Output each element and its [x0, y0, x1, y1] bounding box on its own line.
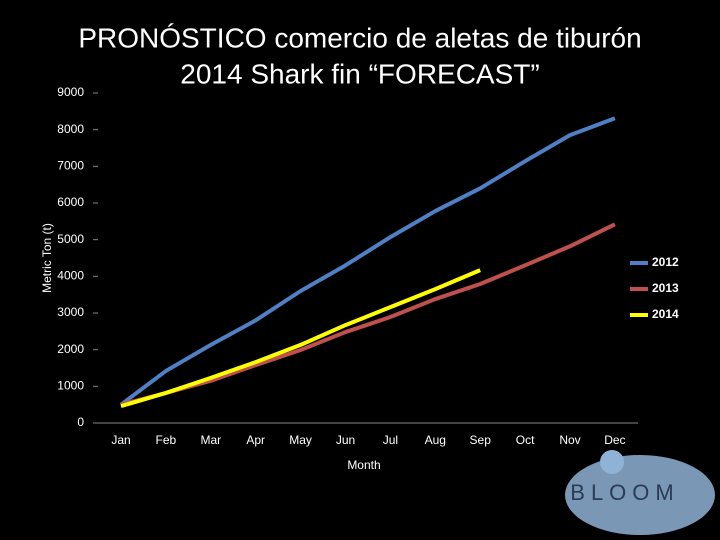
y-tick-label: 8000 [57, 122, 84, 136]
x-tick-label: Apr [246, 433, 265, 447]
x-tick-label: May [289, 433, 312, 447]
logo-shape [600, 450, 624, 474]
legend-label: 2013 [652, 281, 679, 295]
y-tick-label: 3000 [57, 305, 84, 319]
y-tick-label: 9000 [57, 85, 84, 99]
logo-shape [565, 455, 715, 535]
x-tick-label: Dec [604, 433, 625, 447]
y-tick-label: 1000 [57, 379, 84, 393]
y-tick-label: 0 [77, 415, 84, 429]
y-tick-label: 6000 [57, 195, 84, 209]
x-tick-label: Sep [470, 433, 492, 447]
chart-title: 2014 Shark fin “FORECAST” [180, 58, 539, 89]
x-tick-label: Aug [425, 433, 446, 447]
series-line [120, 222, 616, 407]
x-axis-label: Month [347, 458, 380, 472]
series-line [119, 116, 616, 407]
x-tick-label: Jan [111, 433, 130, 447]
y-tick-label: 2000 [57, 342, 84, 356]
x-tick-label: Jul [383, 433, 398, 447]
legend-label: 2014 [652, 307, 679, 321]
x-tick-label: Feb [156, 433, 177, 447]
logo-text: BLOOM [570, 480, 679, 505]
logo: BLOOM [565, 450, 715, 535]
x-tick-label: Jun [336, 433, 355, 447]
x-tick-label: Oct [516, 433, 535, 447]
legend-label: 2012 [652, 255, 679, 269]
series-line [120, 268, 481, 409]
y-tick-label: 4000 [57, 269, 84, 283]
y-tick-label: 7000 [57, 159, 84, 173]
y-axis-label: Metric Ton (t) [40, 223, 54, 293]
x-tick-label: Nov [559, 433, 580, 447]
x-tick-label: Mar [200, 433, 221, 447]
chart-title: PRONÓSTICO comercio de aletas de tiburón [78, 22, 641, 53]
y-tick-label: 5000 [57, 232, 84, 246]
